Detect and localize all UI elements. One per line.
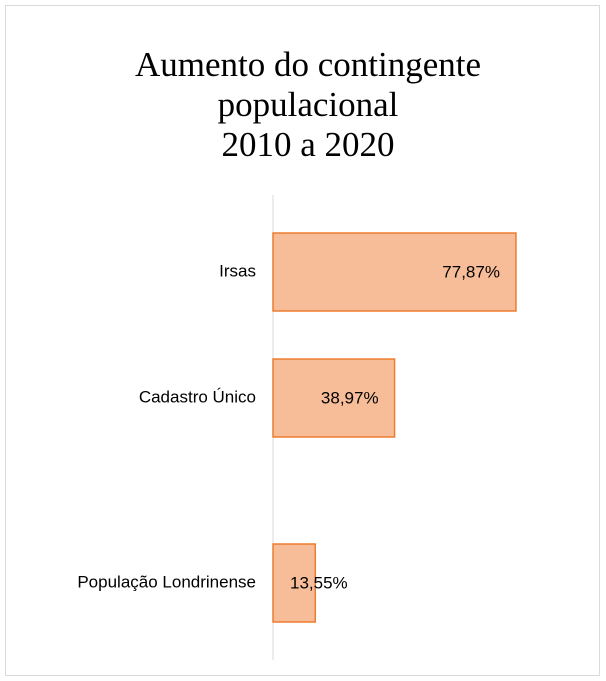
bar [272,232,517,312]
chart-title: populacional [218,85,399,124]
category-label: Cadastro Único [139,387,256,406]
bar [272,543,317,623]
category-label: População Londrinense [77,572,256,591]
bar [272,358,396,438]
chart-title: Aumento do contingente [135,45,481,84]
chart-title: 2010 a 2020 [221,125,394,164]
data-label: 38,97% [321,388,379,407]
data-label: 13,55% [290,573,348,592]
category-label: Irsas [219,261,256,280]
data-label: 77,87% [442,262,500,281]
